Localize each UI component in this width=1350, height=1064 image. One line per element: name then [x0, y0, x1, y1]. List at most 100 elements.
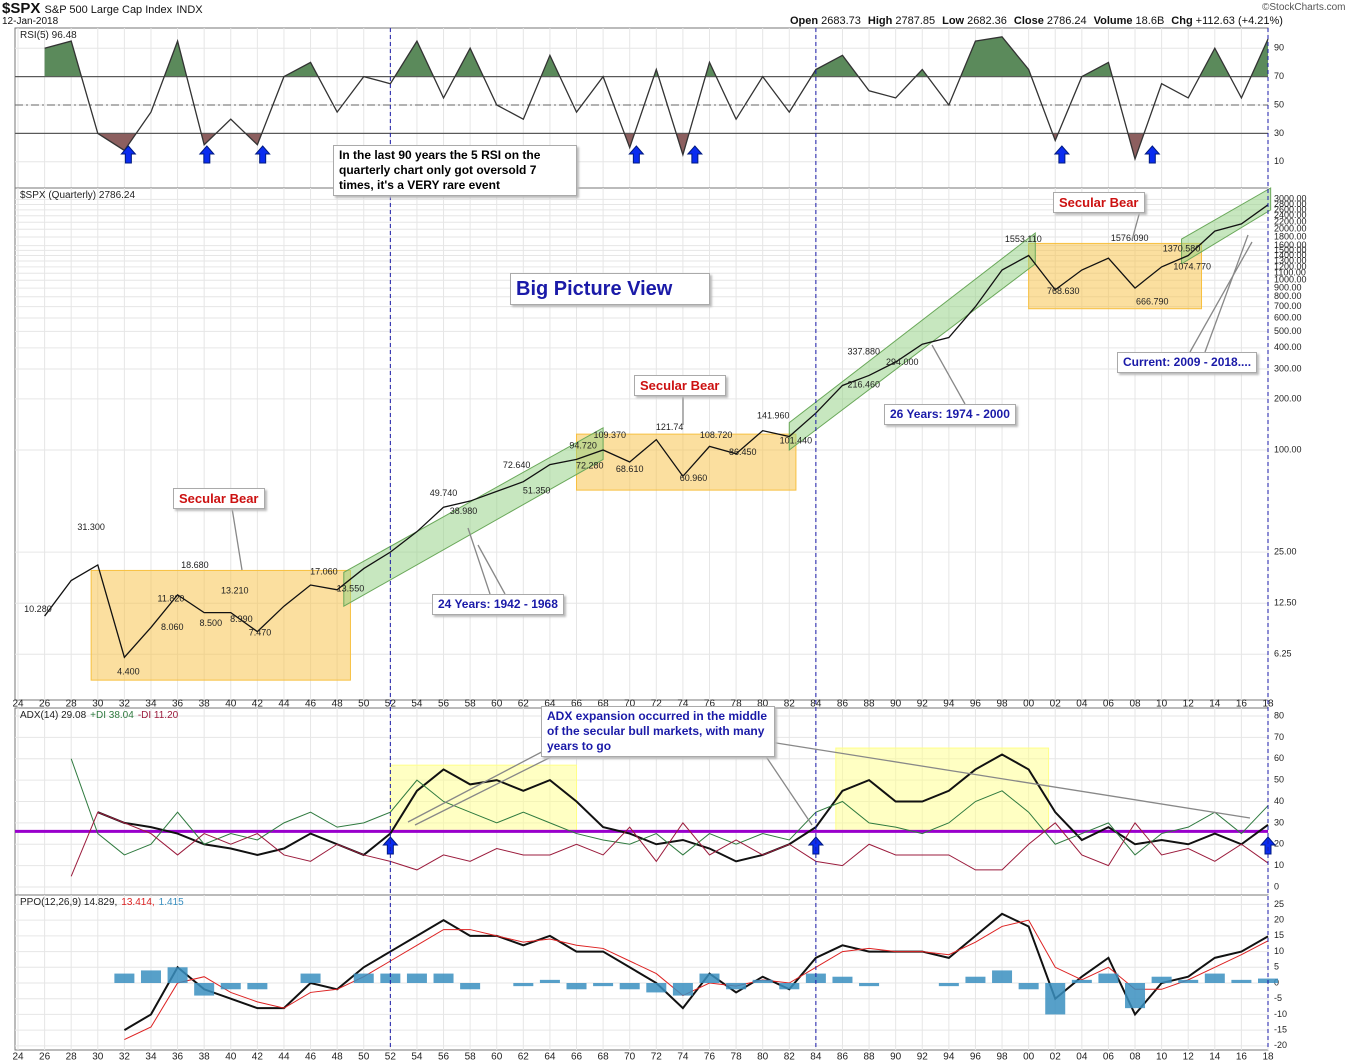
quote-value: +112.63 (+4.21%)	[1195, 15, 1283, 27]
legend-entry: +DI 38.04	[90, 710, 134, 721]
legend-entry: -DI 11.20	[138, 710, 179, 721]
price-label: 94.720	[569, 440, 597, 450]
y-tick-label: 70	[1274, 732, 1284, 742]
x-tick-label: 04	[1076, 1052, 1088, 1063]
x-tick-label: 94	[943, 1052, 955, 1063]
x-tick-label: 52	[385, 1052, 397, 1063]
x-tick-label: 58	[465, 699, 477, 710]
x-tick-label: 68	[598, 1052, 610, 1063]
x-tick-label: 84	[810, 1052, 822, 1063]
up-arrow	[686, 145, 703, 164]
histogram-bar	[1178, 979, 1199, 983]
x-tick-label: 86	[837, 699, 849, 710]
up-arrow	[120, 145, 137, 164]
price-label: 294.000	[886, 357, 919, 367]
series-line	[70, 811, 1269, 877]
y-tick-label: 100.00	[1274, 444, 1302, 454]
quote: Open 2683.73 High 2787.85 Low 2682.36 Close 278…	[790, 15, 1290, 27]
quote-value: 2786.24	[1046, 15, 1087, 27]
y-tick-label: 1500.00	[1274, 245, 1307, 255]
histogram-bar	[1071, 979, 1092, 983]
x-tick-label: 90	[890, 1052, 902, 1063]
quote-value: 2682.36	[967, 15, 1007, 27]
histogram-bar	[646, 983, 667, 993]
histogram-bar	[672, 983, 693, 996]
histogram-bar	[566, 983, 587, 990]
histogram-bar	[699, 973, 720, 983]
y-tick-label: 3000.00	[1274, 194, 1307, 204]
histogram-bar	[832, 976, 853, 983]
quote-label: Open	[790, 15, 819, 27]
x-tick-label: 72	[651, 699, 663, 710]
symbol: $SPX	[2, 0, 41, 17]
price-label: 17.060	[310, 567, 338, 577]
y-tick-label: 400.00	[1274, 342, 1302, 352]
histogram-bar	[593, 983, 614, 987]
y-tick-label: 50	[1274, 99, 1284, 109]
index-name: S&P 500 Large Cap Index	[44, 4, 173, 16]
channel	[788, 231, 1036, 451]
x-tick-label: 08	[1129, 1052, 1141, 1063]
histogram-bar	[220, 983, 241, 990]
exchange: INDX	[176, 4, 203, 16]
x-tick-label: 02	[1050, 1052, 1062, 1063]
panel-frame	[14, 894, 1269, 1051]
x-tick-label: 36	[172, 699, 184, 710]
y-tick-label: 30	[1274, 817, 1284, 827]
price-label: 60.960	[680, 473, 708, 483]
quote-label: Chg	[1171, 15, 1193, 27]
x-tick-label: 50	[358, 699, 370, 710]
price-label: 68.610	[616, 464, 644, 474]
legend: $SPX (Quarterly) 2786.24	[20, 190, 135, 201]
price-label: 666.790	[1136, 297, 1169, 307]
histogram-bar	[859, 983, 880, 987]
y-tick-label: 20	[1274, 839, 1284, 849]
secular-bear-label: Secular Bear	[634, 375, 726, 396]
big-picture-label: Big Picture View	[510, 273, 710, 305]
x-tick-label: 98	[996, 1052, 1008, 1063]
legend-entry: PPO(12,26,9) 14.829,	[20, 897, 117, 908]
x-tick-label: 12	[1183, 699, 1195, 710]
y-tick-label: -10	[1274, 1009, 1287, 1019]
y-tick-label: 50	[1274, 775, 1284, 785]
x-tick-label: 44	[278, 699, 290, 710]
x-tick-label: 48	[332, 699, 344, 710]
x-tick-label: 08	[1129, 699, 1141, 710]
y-tick-label: 80	[1274, 710, 1284, 720]
secular-bear-label: Secular Bear	[173, 488, 265, 509]
y-tick-label: 2200.00	[1274, 217, 1307, 227]
up-arrow	[198, 145, 215, 164]
x-tick-label: 82	[784, 1052, 796, 1063]
x-tick-label: 66	[571, 699, 583, 710]
price-label: 72.280	[576, 460, 604, 470]
x-tick-label: 78	[731, 699, 743, 710]
x-tick-label: 32	[119, 1052, 131, 1063]
zone	[90, 569, 351, 681]
price-label: 8.990	[230, 614, 253, 624]
x-tick-label: 52	[385, 699, 397, 710]
rsi-fill	[44, 36, 1268, 77]
x-tick-label: 74	[677, 1052, 689, 1063]
x-tick-label: 72	[651, 1052, 663, 1063]
up-arrow	[1053, 145, 1070, 164]
histogram-bar	[726, 983, 747, 990]
price-label: 49.740	[430, 488, 458, 498]
price-label: 86.450	[729, 447, 757, 457]
y-tick-label: 6.25	[1274, 649, 1292, 659]
x-tick-label: 96	[970, 699, 982, 710]
x-tick-label: 88	[864, 699, 876, 710]
x-tick-label: 00	[1023, 1052, 1035, 1063]
price-label: 8.500	[200, 618, 223, 628]
x-tick-label: 18	[1262, 1052, 1274, 1063]
y-tick-label: 300.00	[1274, 363, 1302, 373]
x-tick-label: 80	[757, 1052, 769, 1063]
y-tick-label: 2000.00	[1274, 224, 1307, 234]
bull-label: 24 Years: 1942 - 1968	[432, 594, 564, 615]
price-label: 18.680	[181, 560, 209, 570]
price-label: 4.400	[117, 667, 140, 677]
x-tick-label: 40	[225, 699, 237, 710]
histogram-bar	[353, 973, 374, 983]
y-tick-label: 2400.00	[1274, 210, 1307, 220]
histogram-bar	[539, 979, 560, 983]
